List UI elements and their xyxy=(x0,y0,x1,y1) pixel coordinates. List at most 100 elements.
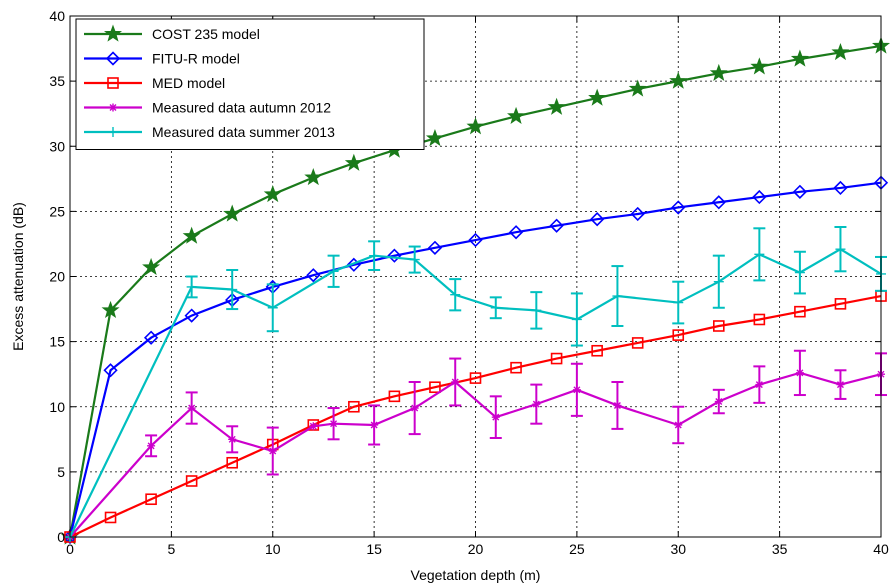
data-point xyxy=(186,281,197,292)
data-point xyxy=(836,380,845,389)
data-point xyxy=(550,352,563,365)
data-point xyxy=(267,302,278,313)
data-point xyxy=(790,49,809,67)
x-tick-label: 20 xyxy=(468,541,484,557)
y-tick-label: 20 xyxy=(49,269,65,285)
data-point xyxy=(429,381,441,394)
data-point xyxy=(833,180,848,196)
x-tick-label: 40 xyxy=(873,541,889,557)
legend-label: Measured data autumn 2012 xyxy=(152,100,331,116)
x-tick-label: 15 xyxy=(366,541,382,557)
data-point xyxy=(469,372,482,384)
series-4 xyxy=(66,349,887,541)
data-point xyxy=(328,266,339,277)
data-point xyxy=(507,106,526,124)
data-point xyxy=(591,344,603,357)
series-line xyxy=(68,181,882,538)
data-point xyxy=(226,456,238,469)
data-point xyxy=(306,268,321,283)
legend: COST 235 model FITU-R model MED model Measu… xyxy=(75,18,425,150)
data-point xyxy=(714,397,723,406)
data-point xyxy=(549,218,564,233)
data-point xyxy=(101,300,120,319)
legend-item: MED model xyxy=(84,75,225,91)
data-point xyxy=(147,441,156,450)
data-point xyxy=(630,206,645,222)
data-point xyxy=(268,447,277,456)
data-point xyxy=(754,249,765,260)
x-tick-label: 0 xyxy=(66,541,74,557)
data-point xyxy=(755,380,764,389)
y-tick-label: 30 xyxy=(49,138,65,154)
data-point xyxy=(187,404,196,413)
data-point xyxy=(673,297,684,308)
y-axis-title: Excess attenuation (dB) xyxy=(10,202,26,351)
data-point xyxy=(227,284,238,295)
data-point xyxy=(572,385,581,394)
data-point xyxy=(709,63,728,81)
x-tick-label: 5 xyxy=(167,541,175,557)
data-point xyxy=(182,226,201,244)
y-tick-label: 35 xyxy=(49,73,65,89)
series-line xyxy=(69,247,882,538)
data-point xyxy=(613,401,622,410)
data-point xyxy=(466,117,485,135)
data-point xyxy=(752,189,767,205)
data-point xyxy=(104,511,117,524)
legend-label: COST 235 model xyxy=(152,26,260,42)
data-point xyxy=(669,71,688,89)
legend-label: Measured data summer 2013 xyxy=(152,124,335,140)
data-point xyxy=(674,420,683,429)
data-point xyxy=(142,257,161,276)
data-point xyxy=(228,435,237,444)
series-3 xyxy=(64,290,887,543)
series-5 xyxy=(65,226,887,542)
series-line xyxy=(69,294,882,538)
data-point xyxy=(103,24,123,42)
data-point xyxy=(588,88,607,106)
data-point xyxy=(532,400,541,409)
y-tick-label: 0 xyxy=(57,529,65,545)
data-point xyxy=(145,493,157,506)
data-point xyxy=(835,244,846,255)
data-point xyxy=(108,127,118,137)
data-point xyxy=(713,276,724,287)
data-point xyxy=(671,200,686,215)
data-point xyxy=(711,195,726,210)
series-line xyxy=(69,371,882,538)
data-point xyxy=(451,378,460,387)
data-point xyxy=(370,420,379,429)
data-point xyxy=(753,313,766,326)
x-tick-label: 30 xyxy=(670,541,686,557)
data-point xyxy=(409,254,420,265)
data-point xyxy=(450,289,461,300)
data-point xyxy=(590,212,605,227)
data-point xyxy=(750,57,769,75)
data-point xyxy=(107,77,119,89)
x-tick-label: 25 xyxy=(569,541,585,557)
data-point xyxy=(103,363,118,378)
y-tick-label: 10 xyxy=(49,399,65,415)
data-point xyxy=(468,232,483,248)
data-point xyxy=(510,361,522,374)
data-point xyxy=(628,79,647,97)
legend-item: COST 235 model xyxy=(84,24,260,42)
data-point xyxy=(491,413,500,422)
data-point xyxy=(185,475,198,487)
data-point xyxy=(834,298,847,310)
legend-item: Measured data summer 2013 xyxy=(84,124,335,140)
data-point xyxy=(309,422,318,431)
y-tick-label: 40 xyxy=(49,8,65,24)
series-layer xyxy=(60,36,891,545)
x-tick-label: 35 xyxy=(772,541,788,557)
legend-box xyxy=(75,18,425,150)
data-point xyxy=(547,97,566,115)
legend-item: FITU-R model xyxy=(84,51,240,67)
legend-label: FITU-R model xyxy=(152,51,240,67)
data-point xyxy=(794,267,805,278)
data-point xyxy=(831,43,850,61)
data-point xyxy=(369,250,380,261)
data-point xyxy=(304,168,323,186)
data-point xyxy=(388,390,401,403)
data-point xyxy=(387,248,402,263)
